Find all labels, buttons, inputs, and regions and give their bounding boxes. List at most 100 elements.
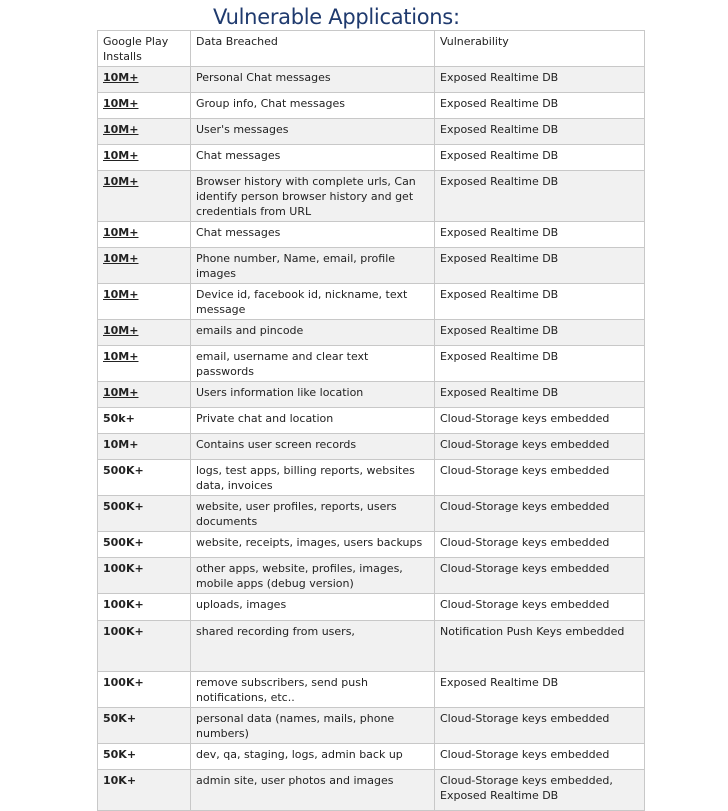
- table-row: 500K+ logs, test apps, billing reports, …: [97, 459, 645, 496]
- installs-value: 10M+: [103, 175, 139, 188]
- table-row: 10M+ Personal Chat messages Exposed Real…: [97, 66, 645, 93]
- installs-cell: 100K+: [97, 620, 191, 672]
- table-row: 100K+ uploads, images Cloud-Storage keys…: [97, 593, 645, 621]
- vulnerability-cell: Exposed Realtime DB: [434, 247, 645, 284]
- table-row: 500K+ website, user profiles, reports, u…: [97, 495, 645, 532]
- installs-value: 10M+: [103, 71, 139, 84]
- table-row: 10M+ Contains user screen records Cloud-…: [97, 433, 645, 460]
- installs-cell: 10M+: [97, 221, 191, 248]
- vulnerability-cell: Cloud-Storage keys embedded: [434, 407, 645, 434]
- installs-value: 100K+: [103, 562, 144, 575]
- installs-value: 10M+: [103, 288, 139, 301]
- vulnerability-cell: Cloud-Storage keys embedded: [434, 459, 645, 496]
- vulnerability-cell: Notification Push Keys embedded: [434, 620, 645, 672]
- vulnerability-cell: Exposed Realtime DB: [434, 381, 645, 408]
- installs-value: 10K+: [103, 774, 137, 787]
- installs-value: 10M+: [103, 324, 139, 337]
- header-installs: Google Play Installs: [97, 30, 191, 67]
- installs-value: 500K+: [103, 536, 144, 549]
- vulnerability-cell: Exposed Realtime DB: [434, 144, 645, 171]
- installs-cell: 10M+: [97, 144, 191, 171]
- data-breached-cell: User's messages: [190, 118, 435, 145]
- table-row: 10M+ emails and pincode Exposed Realtime…: [97, 319, 645, 346]
- installs-cell: 10M+: [97, 345, 191, 382]
- data-breached-cell: Chat messages: [190, 221, 435, 248]
- installs-cell: 10M+: [97, 381, 191, 408]
- vulnerability-cell: Exposed Realtime DB: [434, 671, 645, 708]
- installs-value: 50K+: [103, 712, 137, 725]
- table-row: 10M+ Phone number, Name, email, profile …: [97, 247, 645, 284]
- installs-cell: 100K+: [97, 557, 191, 594]
- installs-value: 500K+: [103, 500, 144, 513]
- vulnerability-cell: Exposed Realtime DB: [434, 118, 645, 145]
- vulnerability-cell: Exposed Realtime DB: [434, 66, 645, 93]
- data-breached-cell: Device id, facebook id, nickname, text m…: [190, 283, 435, 320]
- installs-cell: 500K+: [97, 495, 191, 532]
- installs-cell: 100K+: [97, 671, 191, 708]
- header-data-breached: Data Breached: [190, 30, 435, 67]
- installs-cell: 10M+: [97, 433, 191, 460]
- data-breached-cell: Group info, Chat messages: [190, 92, 435, 119]
- data-breached-cell: Browser history with complete urls, Can …: [190, 170, 435, 222]
- installs-cell: 10M+: [97, 66, 191, 93]
- vulnerability-cell: Exposed Realtime DB: [434, 319, 645, 346]
- vulnerability-cell: Exposed Realtime DB: [434, 283, 645, 320]
- installs-value: 100K+: [103, 676, 144, 689]
- vulnerability-cell: Exposed Realtime DB: [434, 221, 645, 248]
- installs-cell: 10M+: [97, 319, 191, 346]
- table-row: 10M+ User's messages Exposed Realtime DB: [97, 118, 645, 145]
- vulnerability-cell: Exposed Realtime DB: [434, 170, 645, 222]
- installs-cell: 500K+: [97, 459, 191, 496]
- data-breached-cell: logs, test apps, billing reports, websit…: [190, 459, 435, 496]
- vulnerability-cell: Cloud-Storage keys embedded, Exposed Rea…: [434, 769, 645, 811]
- installs-value: 10M+: [103, 97, 139, 110]
- table-row: 100K+ remove subscribers, send push noti…: [97, 671, 645, 708]
- table-row: 100K+ other apps, website, profiles, ima…: [97, 557, 645, 594]
- installs-value: 50K+: [103, 748, 137, 761]
- installs-value: 10M+: [103, 438, 139, 451]
- data-breached-cell: Private chat and location: [190, 407, 435, 434]
- installs-cell: 500K+: [97, 531, 191, 558]
- installs-value: 10M+: [103, 149, 139, 162]
- installs-value: 10M+: [103, 226, 139, 239]
- installs-cell: 50K+: [97, 743, 191, 770]
- table-row: 10M+ Device id, facebook id, nickname, t…: [97, 283, 645, 320]
- installs-value: 50k+: [103, 412, 135, 425]
- vulnerable-apps-table: Google Play Installs Data Breached Vulne…: [97, 30, 645, 811]
- installs-cell: 10M+: [97, 170, 191, 222]
- vulnerability-cell: Cloud-Storage keys embedded: [434, 743, 645, 770]
- vulnerability-cell: Cloud-Storage keys embedded: [434, 531, 645, 558]
- data-breached-cell: admin site, user photos and images: [190, 769, 435, 811]
- vulnerability-cell: Exposed Realtime DB: [434, 92, 645, 119]
- installs-value: 10M+: [103, 123, 139, 136]
- data-breached-cell: Personal Chat messages: [190, 66, 435, 93]
- vulnerability-cell: Cloud-Storage keys embedded: [434, 495, 645, 532]
- table-row: 10M+ Chat messages Exposed Realtime DB: [97, 221, 645, 248]
- data-breached-cell: website, receipts, images, users backups: [190, 531, 435, 558]
- table-row: 50k+ Private chat and location Cloud-Sto…: [97, 407, 645, 434]
- installs-cell: 10M+: [97, 247, 191, 284]
- data-breached-cell: Phone number, Name, email, profile image…: [190, 247, 435, 284]
- installs-cell: 10M+: [97, 283, 191, 320]
- installs-value: 500K+: [103, 464, 144, 477]
- vulnerability-cell: Exposed Realtime DB: [434, 345, 645, 382]
- data-breached-cell: Contains user screen records: [190, 433, 435, 460]
- page-title: Vulnerable Applications:: [213, 5, 460, 29]
- installs-cell: 10M+: [97, 118, 191, 145]
- data-breached-cell: email, username and clear text passwords: [190, 345, 435, 382]
- table-row: 10M+ email, username and clear text pass…: [97, 345, 645, 382]
- installs-cell: 10K+: [97, 769, 191, 811]
- installs-cell: 50k+: [97, 407, 191, 434]
- data-breached-cell: Users information like location: [190, 381, 435, 408]
- installs-value: 10M+: [103, 386, 139, 399]
- installs-cell: 50K+: [97, 707, 191, 744]
- table-row: 10M+ Users information like location Exp…: [97, 381, 645, 408]
- installs-value: 100K+: [103, 598, 144, 611]
- vulnerability-cell: Cloud-Storage keys embedded: [434, 707, 645, 744]
- vulnerability-cell: Cloud-Storage keys embedded: [434, 557, 645, 594]
- data-breached-cell: shared recording from users,: [190, 620, 435, 672]
- installs-value: 100K+: [103, 625, 144, 638]
- installs-value: 10M+: [103, 252, 139, 265]
- installs-cell: 10M+: [97, 92, 191, 119]
- data-breached-cell: website, user profiles, reports, users d…: [190, 495, 435, 532]
